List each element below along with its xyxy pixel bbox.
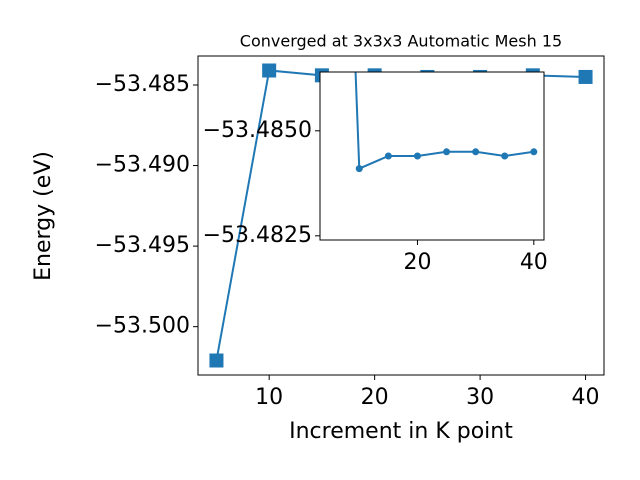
marker bbox=[384, 152, 392, 160]
series-line bbox=[354, 72, 534, 171]
chart-title: Converged at 3x3x3 Automatic Mesh 15 bbox=[240, 32, 562, 51]
y-tick-label: −53.500 bbox=[95, 314, 190, 339]
y-tick-label: −53.490 bbox=[95, 153, 190, 178]
x-tick-label: 10 bbox=[255, 385, 283, 410]
marker bbox=[443, 148, 451, 156]
axes-frame bbox=[319, 71, 545, 241]
plot-clip bbox=[354, 72, 538, 173]
marker bbox=[209, 353, 224, 368]
y-axis-label: Energy (eV) bbox=[31, 151, 56, 281]
marker bbox=[355, 165, 363, 173]
x-tick-label: 40 bbox=[572, 385, 600, 410]
y-tick-label: −53.485 bbox=[95, 72, 190, 97]
x-axis-label: Increment in K point bbox=[289, 419, 513, 444]
x-tick-label: 20 bbox=[403, 250, 431, 275]
y-tick-label: −53.495 bbox=[95, 233, 190, 258]
marker bbox=[262, 63, 277, 78]
x-tick-label: 30 bbox=[466, 385, 494, 410]
marker bbox=[413, 152, 421, 160]
x-tick-label: 20 bbox=[361, 385, 389, 410]
axes-frame bbox=[197, 55, 605, 376]
marker bbox=[530, 148, 538, 156]
marker bbox=[472, 148, 480, 156]
x-tick-label: 40 bbox=[520, 250, 548, 275]
y-tick-label: −53.4850 bbox=[203, 118, 312, 143]
marker bbox=[578, 69, 593, 84]
marker bbox=[501, 152, 509, 160]
y-tick-label: −53.4825 bbox=[203, 223, 312, 248]
